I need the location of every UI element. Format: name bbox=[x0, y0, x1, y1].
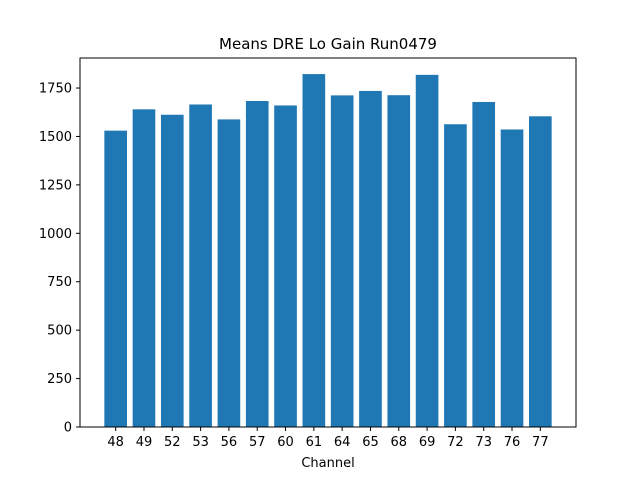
bar-73 bbox=[472, 101, 496, 427]
bar-68 bbox=[387, 95, 411, 427]
x-tick-label-60: 60 bbox=[277, 435, 294, 450]
x-tick-label-77: 77 bbox=[532, 435, 549, 450]
y-tick-label-1750: 1750 bbox=[39, 82, 72, 97]
y-tick-label-750: 750 bbox=[47, 275, 72, 290]
x-tick-label-52: 52 bbox=[164, 435, 181, 450]
bar-60 bbox=[274, 105, 297, 427]
bar-69 bbox=[415, 74, 439, 428]
y-tick-label-250: 250 bbox=[47, 372, 72, 387]
x-tick-label-49: 49 bbox=[136, 435, 153, 450]
x-tick-label-65: 65 bbox=[362, 435, 379, 450]
bar-77 bbox=[529, 116, 552, 427]
chart-title: Means DRE Lo Gain Run0479 bbox=[219, 35, 437, 53]
bar-52 bbox=[160, 114, 184, 427]
y-axis: 0 250 500 750 1000 1250 1500 1750 bbox=[39, 82, 80, 436]
bar-56 bbox=[217, 119, 241, 428]
y-tick-label-1500: 1500 bbox=[39, 130, 72, 145]
bar-48 bbox=[104, 130, 127, 427]
y-tick-label-1000: 1000 bbox=[39, 227, 72, 242]
x-tick-label-68: 68 bbox=[391, 435, 408, 450]
y-tick-label-1250: 1250 bbox=[39, 178, 72, 193]
x-tick-label-57: 57 bbox=[249, 435, 266, 450]
x-tick-label-56: 56 bbox=[221, 435, 238, 450]
x-tick-label-64: 64 bbox=[334, 435, 351, 450]
x-tick-label-72: 72 bbox=[447, 435, 464, 450]
bar-61 bbox=[302, 74, 326, 428]
x-tick-label-73: 73 bbox=[475, 435, 492, 450]
bar-65 bbox=[359, 90, 382, 427]
bar-64 bbox=[330, 95, 354, 428]
y-tick-label-500: 500 bbox=[47, 324, 72, 339]
x-tick-label-48: 48 bbox=[107, 435, 124, 450]
y-tick-label-0: 0 bbox=[64, 421, 72, 436]
bars-group bbox=[104, 74, 552, 428]
x-axis-label: Channel bbox=[301, 456, 354, 471]
bar-76 bbox=[500, 129, 524, 427]
x-tick-label-69: 69 bbox=[419, 435, 436, 450]
plot-frame bbox=[79, 57, 577, 428]
x-tick-label-61: 61 bbox=[306, 435, 323, 450]
bar-49 bbox=[132, 109, 156, 427]
x-tick-label-76: 76 bbox=[504, 435, 521, 450]
bar-57 bbox=[245, 101, 269, 427]
bar-53 bbox=[189, 104, 212, 427]
x-tick-label-53: 53 bbox=[192, 435, 209, 450]
x-axis: 48 49 52 53 56 57 60 61 64 65 68 69 72 73 76 77 bbox=[107, 427, 549, 450]
bar-72 bbox=[444, 124, 467, 427]
